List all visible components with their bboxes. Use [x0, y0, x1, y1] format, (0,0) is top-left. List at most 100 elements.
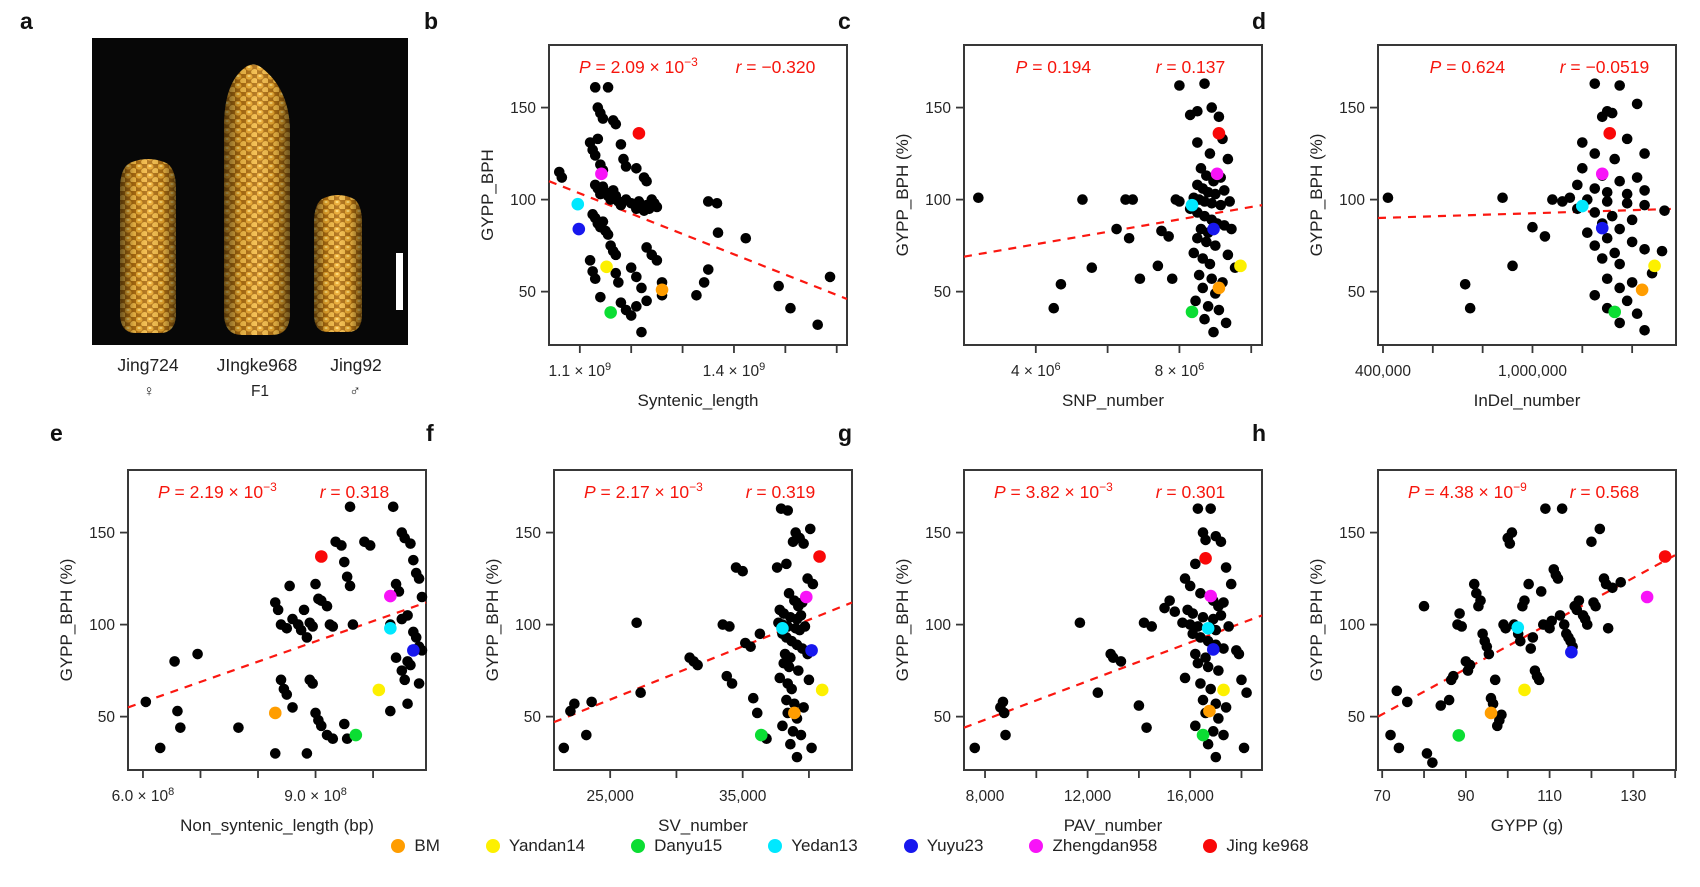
data-point: [783, 588, 795, 599]
data-point: [310, 578, 321, 590]
data-point: [344, 501, 356, 513]
data-point: [698, 277, 710, 288]
data-point: [712, 227, 724, 239]
x-tick-label: 90: [1457, 788, 1475, 805]
data-point: [1615, 576, 1627, 588]
panel-letter-f: f: [426, 420, 434, 446]
data-point: [726, 678, 738, 689]
data-point: [1222, 249, 1234, 261]
legend: BM Yandan14 Danyu15 Yedan13 Yuyu23 Zhengdan95…: [0, 836, 1700, 856]
data-point: [1606, 107, 1618, 119]
data-point: [341, 571, 353, 583]
data-point: [636, 282, 647, 294]
data-point: [613, 277, 624, 288]
data-point: [1163, 231, 1174, 242]
y-axis-label: GYPP_BPH (%): [1307, 559, 1326, 682]
y-tick-label: 150: [510, 100, 536, 117]
data-point: [1607, 582, 1618, 594]
data-point: [1192, 503, 1204, 514]
data-point: [620, 161, 632, 172]
y-tick-label: 150: [1339, 525, 1365, 542]
highlight-point-Danyu15: [349, 728, 363, 742]
data-point: [1427, 757, 1438, 768]
p-value-annotation: P = 2.09 × 10−3: [579, 55, 698, 77]
data-point: [1602, 622, 1614, 634]
data-point: [783, 661, 795, 673]
data-point: [1614, 175, 1625, 187]
data-point: [1207, 726, 1219, 737]
y-tick-label: 150: [925, 100, 951, 117]
data-point: [1614, 317, 1625, 329]
ear-name-jing92: Jing92: [330, 355, 382, 375]
data-point: [1533, 674, 1545, 686]
highlight-point-Zhengdan958: [1595, 167, 1609, 181]
data-point: [589, 82, 601, 93]
data-point: [1218, 597, 1229, 608]
data-point: [635, 687, 646, 698]
y-tick-label: 100: [515, 617, 541, 634]
data-point: [1609, 247, 1621, 259]
data-point: [344, 580, 356, 592]
highlight-point-Danyu15: [1185, 305, 1199, 319]
data-point: [1475, 595, 1486, 606]
data-point: [1115, 656, 1127, 667]
data-point: [724, 621, 735, 632]
highlight-point-Jing-ke968: [1199, 552, 1212, 565]
data-point: [1174, 80, 1185, 91]
data-point: [1200, 534, 1211, 546]
data-point: [1468, 578, 1480, 590]
x-axis-label: GYPP (g): [1491, 816, 1563, 835]
data-point: [737, 565, 748, 577]
panel-letter-d: d: [1252, 8, 1267, 34]
data-point: [1179, 672, 1191, 684]
maize-ears-illustration: [120, 64, 403, 335]
data-point: [702, 264, 714, 275]
data-point: [1105, 648, 1116, 660]
data-point: [804, 523, 816, 535]
x-tick-label: 130: [1620, 788, 1646, 805]
data-point: [824, 271, 836, 283]
data-point: [1631, 172, 1643, 183]
scatter-plot-snp-number: 4 × 106 8 × 106 50 100 150 SNP_number GYPP_BPH…: [893, 44, 1263, 410]
x-tick-label: 35,000: [719, 788, 767, 805]
data-point: [402, 698, 413, 710]
data-point: [781, 558, 792, 570]
data-point: [1459, 278, 1471, 290]
data-point: [175, 722, 186, 733]
data-point: [1564, 192, 1576, 204]
legend-dot-icon: [391, 839, 406, 853]
data-point: [1241, 687, 1252, 698]
data-point: [692, 659, 703, 671]
data-point: [410, 632, 422, 643]
data-point: [998, 707, 1010, 719]
data-point: [1141, 722, 1152, 733]
data-point: [154, 742, 166, 754]
data-point: [1590, 600, 1601, 612]
scatter-plot-indel-number: 400,000 1,000,000 50 100 150 InDel_number GYPP…: [1307, 44, 1677, 410]
data-point: [321, 600, 333, 612]
x-tick-label: 1,000,000: [1498, 363, 1567, 380]
data-point: [1193, 269, 1205, 281]
data-point: [793, 665, 804, 676]
data-point: [1631, 98, 1643, 110]
data-point: [1213, 713, 1224, 724]
data-point: [192, 648, 203, 660]
data-point: [1540, 503, 1551, 514]
data-point: [597, 216, 609, 227]
data-point: [1464, 302, 1476, 314]
data-point: [1596, 111, 1608, 123]
y-axis-label: GYPP_BPH: [478, 149, 497, 241]
data-point: [615, 297, 627, 308]
data-point: [339, 556, 350, 568]
highlight-point-Yuyu23: [1207, 222, 1220, 236]
data-point: [1220, 562, 1232, 573]
data-point: [589, 150, 601, 161]
highlight-point-Yedan13: [384, 621, 397, 635]
p-value-annotation: P = 0.624: [1430, 57, 1506, 77]
highlight-point-Yedan13: [571, 197, 585, 211]
data-point: [625, 310, 637, 321]
data-point: [281, 689, 293, 700]
y-axis-label: GYPP_BPH (%): [893, 134, 912, 257]
data-point: [1206, 197, 1218, 209]
legend-label: Jing ke968: [1226, 836, 1309, 855]
